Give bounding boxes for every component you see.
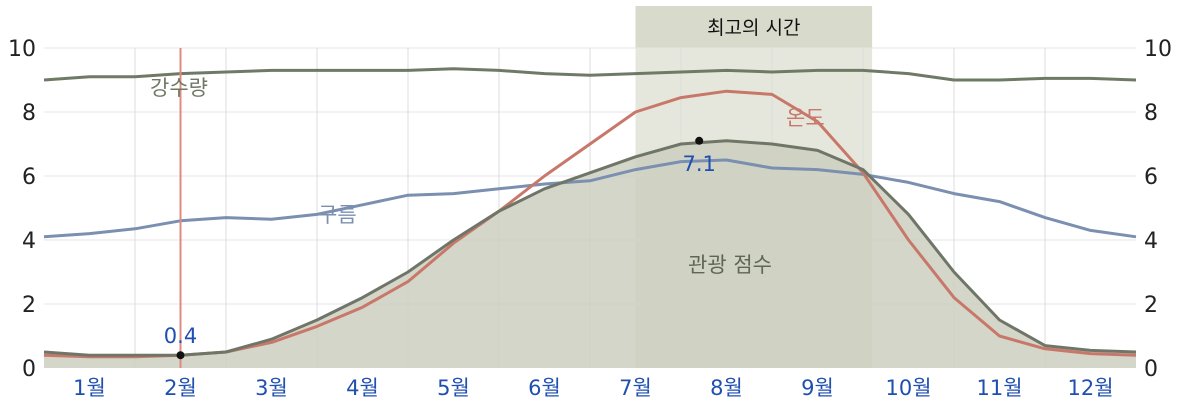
x-tick-label-month: 11월 bbox=[976, 376, 1022, 400]
annotation-point bbox=[695, 136, 704, 145]
annotation-value-label: 0.4 bbox=[164, 324, 197, 348]
y-axis-right: 0 2 4 6 8 10 bbox=[1144, 37, 1172, 382]
y-tick-label-left: 10 bbox=[8, 37, 36, 62]
x-tick-label-month: 3월 bbox=[255, 376, 288, 400]
best-time-band-header bbox=[635, 6, 873, 48]
y-tick-label-right: 10 bbox=[1144, 37, 1172, 62]
y-tick-label-right: 4 bbox=[1144, 229, 1158, 254]
y-tick-label-right: 2 bbox=[1144, 293, 1158, 318]
y-tick-label-left: 0 bbox=[22, 357, 36, 382]
y-tick-label-right: 6 bbox=[1144, 165, 1158, 190]
y-axis-left: 0 2 4 6 8 10 bbox=[8, 37, 36, 382]
x-tick-label-month: 1월 bbox=[73, 376, 106, 400]
x-tick-label-month: 10월 bbox=[885, 376, 931, 400]
value-annotations: 0.4 7.1 bbox=[164, 136, 716, 360]
y-tick-label-left: 8 bbox=[22, 101, 36, 126]
label-temperature: 온도 bbox=[786, 106, 825, 130]
x-tick-label-month: 8월 bbox=[710, 376, 743, 400]
x-axis-months: 1월 2월 3월 4월 5월 6월 7월 8월 9월 10월 11월 12월 bbox=[73, 376, 1113, 400]
series-area-tourism-score bbox=[44, 140, 1136, 368]
score-area-group bbox=[44, 140, 1136, 368]
annotation-value-label: 7.1 bbox=[682, 152, 715, 176]
x-tick-label-month: 5월 bbox=[437, 376, 470, 400]
x-tick-label-month: 4월 bbox=[346, 376, 379, 400]
x-tick-label-month: 9월 bbox=[801, 376, 834, 400]
y-tick-label-left: 6 bbox=[22, 165, 36, 190]
y-tick-label-left: 4 bbox=[22, 229, 36, 254]
label-tourism-score: 관광 점수 bbox=[688, 253, 772, 277]
y-tick-label-right: 0 bbox=[1144, 357, 1158, 382]
series-line-tourism-score bbox=[43, 139, 1137, 357]
annotation-point bbox=[176, 351, 185, 360]
label-precipitation: 강수량 bbox=[150, 76, 208, 100]
y-tick-label-right: 8 bbox=[1144, 101, 1158, 126]
series-lines bbox=[43, 67, 1137, 359]
series-labels: 강수량 구름 온도 관광 점수 bbox=[150, 76, 825, 277]
x-tick-label-month: 2월 bbox=[164, 376, 197, 400]
x-tick-label-month: 12월 bbox=[1067, 376, 1113, 400]
x-tick-label-month: 7월 bbox=[619, 376, 652, 400]
series-line-cloud bbox=[43, 158, 1137, 239]
series-line-precipitation bbox=[43, 67, 1137, 82]
y-tick-label-left: 2 bbox=[22, 293, 36, 318]
label-cloud: 구름 bbox=[318, 203, 357, 227]
x-tick-label-month: 6월 bbox=[528, 376, 561, 400]
best-time-label: 최고의 시간 bbox=[707, 17, 800, 39]
